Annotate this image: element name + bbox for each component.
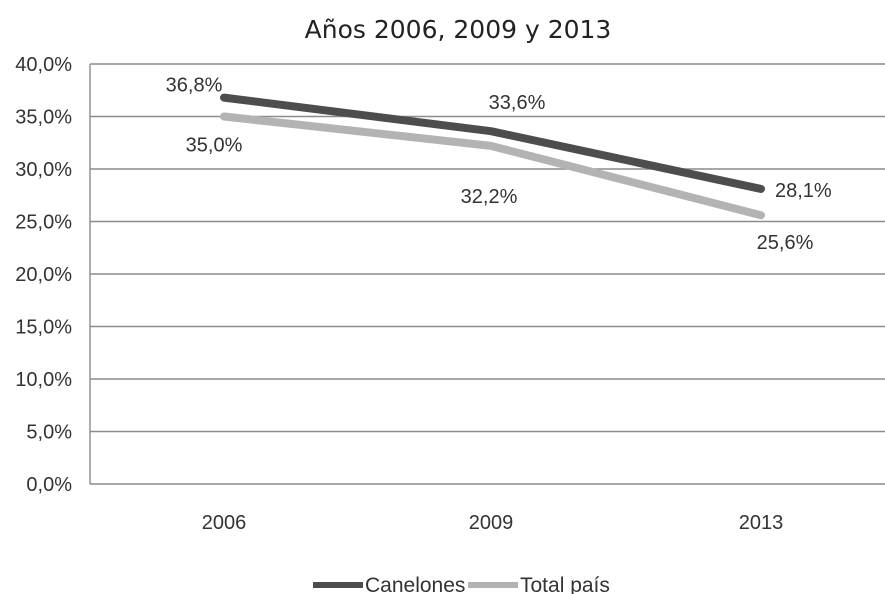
y-tick-label: 5,0% [26,422,72,444]
y-tick-label: 40,0% [15,54,72,76]
y-tick-label: 15,0% [15,317,72,339]
series-line-canelones [220,93,765,193]
legend-label-total-pais: Total país [520,574,610,594]
y-tick-label: 25,0% [15,212,72,234]
data-label-total-pais: 32,2% [461,186,518,208]
data-label-canelones: 36,8% [166,75,223,97]
legend-label-canelones: Canelones [365,574,465,594]
y-tick-label: 35,0% [15,107,72,129]
x-tick-label: 2006 [202,512,247,534]
data-label-canelones: 33,6% [489,92,546,114]
series-line-total-pais [220,112,765,220]
y-axis-tick-labels: 0,0% 5,0% 10,0% 15,0% 20,0% 25,0% 30,0% 35,0% 40… [15,54,72,496]
y-tick-label: 0,0% [26,474,72,496]
y-tick-label: 20,0% [15,264,72,286]
chart-title: Años 2006, 2009 y 2013 [305,15,612,44]
series-lines [220,93,765,220]
y-tick-label: 10,0% [15,369,72,391]
data-label-total-pais: 25,6% [757,232,814,254]
legend: Canelones Total país [313,574,610,594]
x-axis-tick-labels: 2006 2009 2013 [202,512,784,534]
data-label-canelones: 28,1% [775,180,832,202]
gridlines [89,63,885,485]
x-tick-label: 2009 [469,512,514,534]
data-label-total-pais: 35,0% [186,135,243,157]
x-tick-label: 2013 [739,512,784,534]
data-labels: 36,8% 33,6% 28,1% 35,0% 32,2% 25,6% [166,75,832,255]
y-tick-label: 30,0% [15,159,72,181]
